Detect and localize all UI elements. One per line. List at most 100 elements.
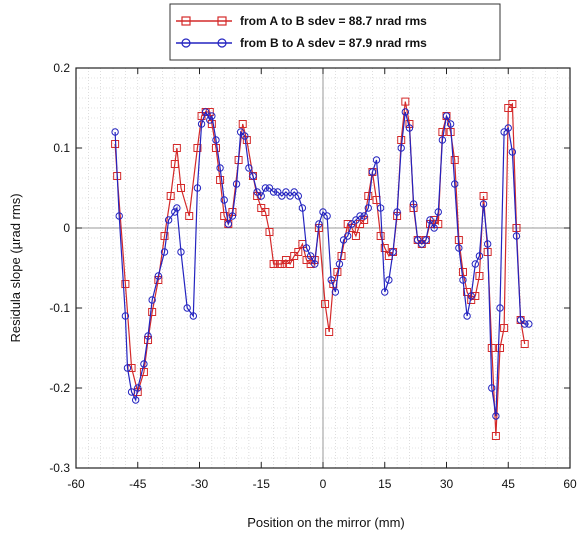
data-point: [397, 144, 405, 152]
data-point: [236, 128, 245, 136]
data-point: [467, 292, 475, 300]
data-point: [121, 312, 130, 320]
data-point: [352, 216, 360, 224]
data-point: [434, 208, 442, 216]
legend-label-a-to-b: from A to B sdev = 88.7 nrad rms: [240, 14, 427, 28]
data-point: [166, 192, 175, 200]
data-point: [164, 216, 173, 224]
data-point: [438, 136, 447, 144]
data-point: [173, 204, 181, 212]
data-point: [134, 384, 142, 392]
data-point: [479, 192, 488, 200]
x-tick-label: 0: [320, 477, 327, 491]
data-point: [220, 212, 229, 220]
data-point: [290, 188, 298, 196]
data-point: [327, 276, 335, 284]
data-point: [393, 208, 401, 216]
data-point: [323, 212, 331, 220]
data-point: [372, 156, 381, 164]
data-point: [512, 232, 521, 240]
data-point: [193, 144, 202, 152]
data-point: [160, 248, 169, 256]
y-tick-label: -0.3: [49, 461, 70, 475]
data-point: [479, 200, 488, 208]
data-point: [294, 248, 303, 256]
data-point: [123, 364, 132, 372]
data-point: [319, 208, 327, 216]
data-point: [351, 232, 360, 240]
data-point: [380, 244, 389, 252]
data-point: [418, 240, 426, 248]
data-point: [185, 212, 194, 220]
data-point: [520, 340, 529, 348]
legend-label-b-to-a: from B to A sdev = 87.9 nrad rms: [240, 36, 427, 50]
data-point: [265, 228, 274, 236]
data-point: [171, 208, 179, 216]
data-point: [525, 320, 533, 328]
data-point: [148, 308, 157, 316]
data-point: [298, 204, 307, 212]
data-point: [331, 288, 340, 296]
data-point: [261, 184, 270, 192]
data-point: [201, 108, 210, 116]
data-point: [245, 164, 253, 172]
x-tick-label: -45: [129, 477, 147, 491]
data-point: [492, 412, 500, 420]
y-tick-label: 0.1: [53, 141, 70, 155]
data-point: [176, 184, 185, 192]
data-point: [356, 212, 364, 220]
data-point: [500, 128, 508, 136]
data-point: [232, 180, 241, 188]
data-point: [208, 112, 216, 120]
data-point: [491, 432, 500, 440]
y-tick-label: 0.2: [53, 61, 70, 75]
data-point: [269, 188, 278, 196]
data-point: [249, 172, 257, 180]
data-point: [496, 344, 505, 352]
data-point: [170, 160, 179, 168]
data-point: [261, 208, 270, 216]
data-point: [242, 136, 251, 144]
data-point: [121, 280, 130, 288]
data-point: [148, 296, 156, 304]
data-point: [212, 136, 220, 144]
data-point: [504, 124, 512, 132]
legend-marker-b-to-a-2: [217, 38, 227, 48]
data-point: [238, 120, 247, 128]
x-tick-label: 15: [378, 477, 392, 491]
y-tick-label: -0.1: [49, 301, 70, 315]
data-point: [216, 164, 224, 172]
data-point: [339, 236, 348, 244]
legend-marker-a-to-b: [181, 16, 191, 26]
legend-box: [169, 3, 501, 61]
data-point: [360, 212, 368, 220]
data-point: [508, 100, 517, 108]
data-point: [265, 184, 274, 192]
x-tick-label: -15: [253, 477, 271, 491]
series-group: [111, 97, 533, 440]
data-point: [368, 168, 377, 176]
legend: from A to B sdev = 88.7 nrad rms from B …: [169, 3, 501, 61]
data-point: [278, 192, 286, 200]
data-point: [294, 192, 302, 200]
x-axis-ticks: -60 -45 -30 -15 0 15 30 45 60: [67, 68, 577, 491]
data-point: [364, 204, 372, 212]
data-point: [487, 344, 496, 352]
data-point: [413, 236, 422, 244]
data-point: [430, 224, 438, 232]
data-point: [224, 220, 233, 228]
data-point: [315, 220, 323, 228]
data-point: [325, 328, 334, 336]
x-tick-label: -30: [191, 477, 209, 491]
data-point: [488, 384, 496, 392]
data-point: [471, 260, 480, 268]
data-point: [483, 240, 492, 248]
data-point: [335, 260, 344, 268]
x-axis-title: Position on the mirror (mm): [247, 515, 404, 530]
data-point: [172, 144, 181, 152]
data-point: [311, 260, 319, 268]
data-point: [455, 244, 463, 252]
data-point: [282, 188, 290, 196]
data-point: [438, 128, 447, 136]
